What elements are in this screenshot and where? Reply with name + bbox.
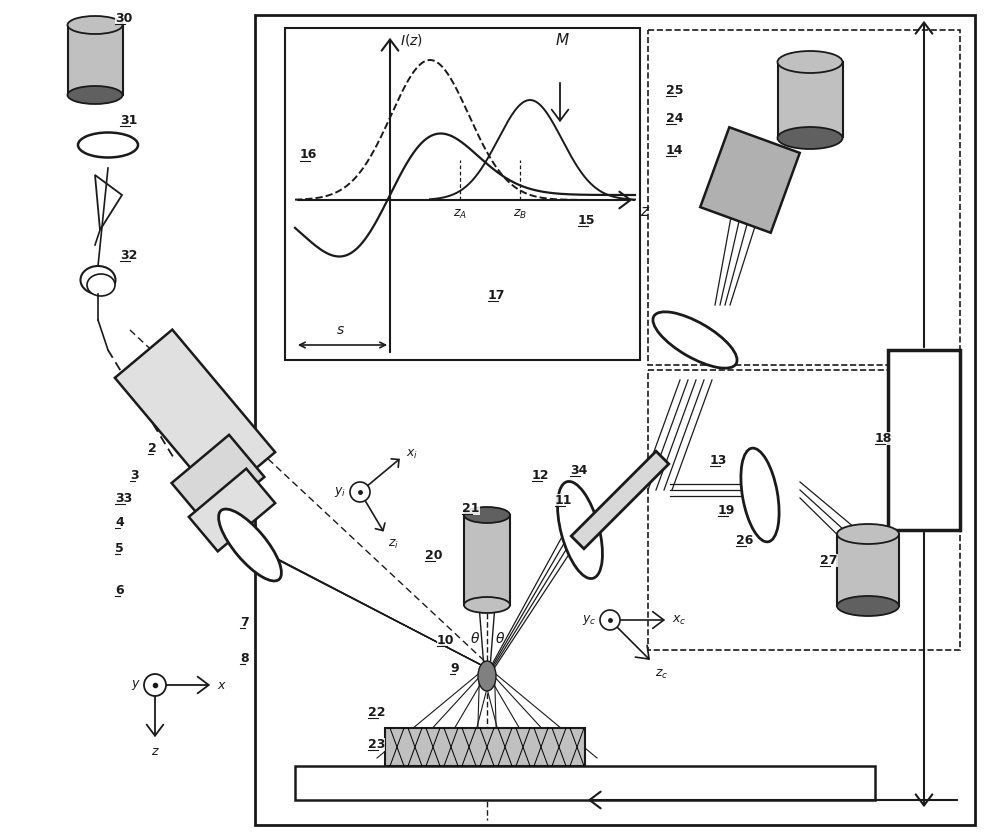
Polygon shape [95,175,122,230]
Ellipse shape [837,524,899,544]
Polygon shape [68,25,122,95]
Text: 32: 32 [120,249,137,261]
Text: 19: 19 [718,504,735,516]
Ellipse shape [478,661,496,691]
Polygon shape [778,63,842,137]
Text: $M$: $M$ [555,32,570,48]
Ellipse shape [68,16,122,34]
Ellipse shape [68,86,122,104]
Text: 25: 25 [666,84,684,96]
Text: $s$: $s$ [336,323,344,337]
Polygon shape [115,329,275,500]
Ellipse shape [464,507,510,523]
Text: 20: 20 [425,549,442,561]
Text: 27: 27 [820,554,838,566]
Text: $z_c$: $z_c$ [655,668,668,681]
Text: 7: 7 [240,615,249,628]
Text: 21: 21 [462,501,480,515]
Text: $y$: $y$ [131,678,141,692]
Text: $z$: $z$ [151,745,159,758]
Text: $z$: $z$ [640,204,650,219]
Text: $y_c$: $y_c$ [582,613,596,627]
Polygon shape [172,435,264,525]
Bar [888,350,960,530]
Ellipse shape [837,596,899,616]
Text: $x$: $x$ [217,679,227,691]
Text: 11: 11 [555,494,572,506]
Text: 17: 17 [488,288,506,302]
Text: 5: 5 [115,541,124,555]
Polygon shape [571,451,669,549]
Polygon shape [189,468,275,551]
Text: 13: 13 [710,453,727,467]
Text: $x_c$: $x_c$ [672,613,686,627]
Ellipse shape [558,482,602,578]
Bar [295,766,875,800]
Ellipse shape [600,610,620,630]
Text: 14: 14 [666,143,684,157]
Text: 3: 3 [130,468,139,482]
Text: $\theta$: $\theta$ [495,630,505,645]
Text: $I(z)$: $I(z)$ [400,32,423,48]
Ellipse shape [464,597,510,613]
Ellipse shape [741,448,779,542]
Text: 8: 8 [240,651,249,665]
Text: 4: 4 [115,515,124,529]
Text: $x_i$: $x_i$ [406,447,418,461]
Text: 2: 2 [148,442,157,454]
Text: 15: 15 [578,214,596,226]
Text: $z_B$: $z_B$ [513,208,527,221]
Polygon shape [464,515,510,605]
Text: $y_i$: $y_i$ [334,485,346,499]
Polygon shape [837,534,899,606]
Text: 10: 10 [437,634,454,646]
Ellipse shape [87,274,115,296]
Text: $z_A$: $z_A$ [453,208,467,221]
Polygon shape [700,127,800,233]
Text: 6: 6 [115,583,124,597]
Text: 22: 22 [368,706,386,718]
Ellipse shape [144,674,166,696]
Text: 16: 16 [300,148,317,162]
Ellipse shape [778,127,842,149]
Text: 26: 26 [736,534,753,546]
Ellipse shape [350,482,370,502]
Text: 30: 30 [115,12,132,24]
Text: 23: 23 [368,737,385,751]
Polygon shape [255,15,975,825]
Text: 12: 12 [532,468,550,482]
Text: $\theta$: $\theta$ [470,630,480,645]
Ellipse shape [78,132,138,158]
Text: 34: 34 [570,463,587,477]
Bar [385,728,585,766]
Ellipse shape [653,312,737,368]
Polygon shape [285,28,640,360]
Text: 33: 33 [115,492,132,504]
Text: 9: 9 [450,661,459,675]
Text: 24: 24 [666,111,684,125]
Text: 18: 18 [875,432,892,444]
Ellipse shape [778,51,842,73]
Text: 31: 31 [120,113,137,127]
Ellipse shape [219,509,281,581]
Text: $z_i$: $z_i$ [388,538,399,551]
